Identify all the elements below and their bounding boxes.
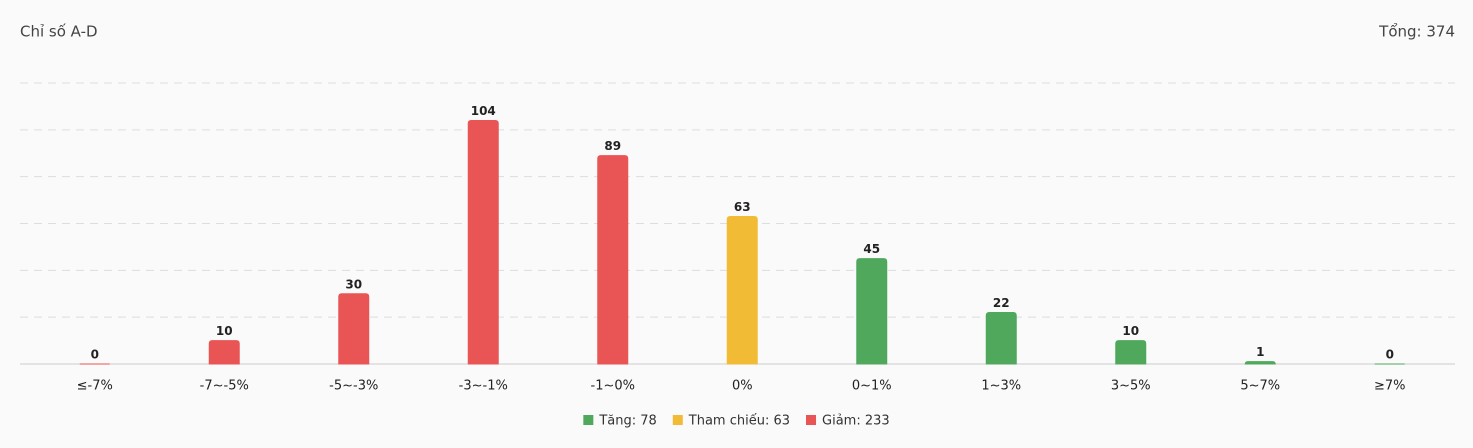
x-tick-label: ≤-7% xyxy=(77,379,113,394)
x-tick-label: -3~-1% xyxy=(459,379,508,394)
value-label: 89 xyxy=(604,139,621,153)
bar xyxy=(208,340,240,365)
legend-label: Tham chiếu: 63 xyxy=(688,414,790,429)
x-tick-label: 0% xyxy=(732,379,753,394)
chart-title: Chỉ số A-D xyxy=(20,23,98,41)
value-label: 0 xyxy=(1386,348,1394,362)
value-label: 0 xyxy=(91,348,99,362)
value-label: 45 xyxy=(863,242,880,256)
legend-label: Giảm: 233 xyxy=(822,414,890,429)
bar xyxy=(856,258,888,365)
value-label: 63 xyxy=(734,200,751,214)
x-tick-label: -1~0% xyxy=(591,379,635,394)
legend-swatch xyxy=(806,415,817,425)
total-label: Tổng: 374 xyxy=(1378,23,1455,41)
x-tick-label: -5~-3% xyxy=(329,379,378,394)
value-label: 1 xyxy=(1256,345,1264,359)
bar xyxy=(1115,340,1147,365)
x-tick-label: 3~5% xyxy=(1111,379,1151,394)
legend-swatch xyxy=(583,415,594,425)
x-tick-label: 1~3% xyxy=(981,379,1021,394)
legend-swatch xyxy=(672,415,683,425)
legend-label: Tăng: 78 xyxy=(598,414,656,429)
x-tick-label: -7~-5% xyxy=(200,379,249,394)
value-label: 10 xyxy=(216,324,233,338)
value-label: 30 xyxy=(345,277,362,291)
bar xyxy=(338,293,370,365)
value-label: 22 xyxy=(993,296,1010,310)
bar xyxy=(985,311,1017,365)
bar xyxy=(726,215,758,365)
x-tick-label: ≥7% xyxy=(1374,379,1406,394)
value-label: 104 xyxy=(471,104,496,118)
bar xyxy=(1244,361,1276,365)
x-tick-label: 0~1% xyxy=(852,379,892,394)
value-label: 10 xyxy=(1122,324,1139,338)
bar xyxy=(467,119,499,365)
bar xyxy=(597,155,629,365)
x-tick-label: 5~7% xyxy=(1240,379,1280,394)
